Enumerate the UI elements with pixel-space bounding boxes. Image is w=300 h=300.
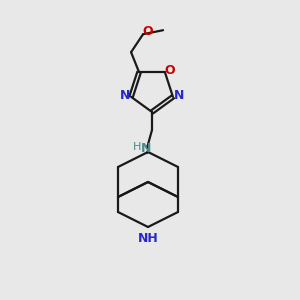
Text: H: H (133, 142, 141, 152)
Text: N: N (174, 89, 184, 102)
Text: N: N (120, 89, 130, 102)
Text: NH: NH (138, 232, 158, 244)
Text: O: O (165, 64, 175, 77)
Text: O: O (143, 25, 153, 38)
Text: N: N (141, 142, 151, 154)
